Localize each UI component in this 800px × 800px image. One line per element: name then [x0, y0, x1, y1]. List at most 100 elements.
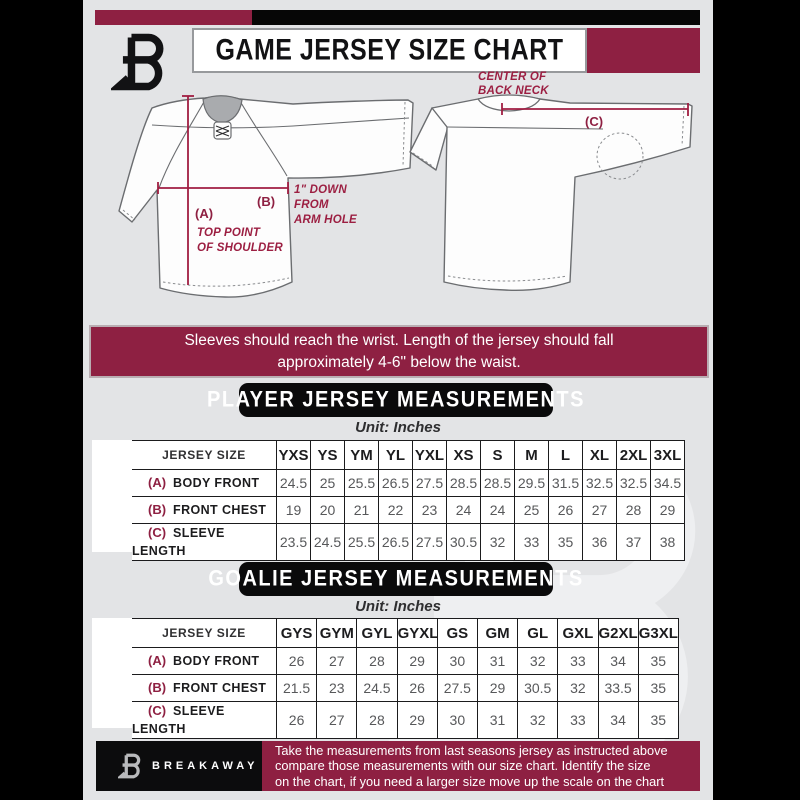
measurement-value-cell: 27 — [582, 496, 617, 524]
measurement-value-cell: 38 — [650, 523, 685, 561]
measurement-name: SLEEVE LENGTH — [132, 704, 225, 736]
measurement-value-cell: 26 — [396, 674, 438, 702]
measurement-value-cell: 25.5 — [344, 469, 379, 497]
measurement-value-cell: 28.5 — [480, 469, 515, 497]
measurement-value-cell: 27.5 — [412, 523, 447, 561]
measurement-value-cell: 21.5 — [275, 674, 318, 702]
measurement-key: (A) — [148, 653, 167, 668]
goalie-measurements-table: JERSEY SIZE GYS GYM GYL GYXL GS GM GL GXL G2XL G3X… — [132, 618, 679, 739]
measurement-value-cell: 34.5 — [650, 469, 685, 497]
title-box: GAME JERSEY SIZE CHART — [192, 28, 587, 73]
footer-instructions-line3: on the chart, if you need a larger size … — [275, 773, 665, 789]
footer-instructions-line1: Take the measurements from last seasons … — [275, 742, 668, 758]
measurement-row: (B) FRONT CHEST 19 20 21 22 23 24 24 25 26 27 28 29 — [132, 496, 685, 524]
page-title: GAME JERSEY SIZE CHART — [215, 33, 564, 67]
measurement-row: (C) SLEEVE LENGTH 26 27 28 29 30 31 32 33 34 35 — [132, 701, 679, 739]
measurement-value-cell: 24 — [446, 496, 481, 524]
measurement-value-cell: 32 — [517, 701, 559, 739]
size-column-header: 3XL — [650, 440, 685, 470]
footer-brand-box: BREAKAWAY — [96, 741, 262, 791]
measure-b-note-line1: 1" DOWN — [294, 184, 347, 196]
size-column-header: YS — [310, 440, 345, 470]
fit-notice-line1: Sleeves should reach the wrist. Length o… — [184, 331, 614, 349]
jersey-diagrams: (B) (A) TOP POINT OF SHOULDER 1" DOWN FR… — [118, 71, 693, 298]
measurement-value-cell: 34 — [597, 701, 639, 739]
footer-instructions-box: Take the measurements from last seasons … — [262, 741, 700, 791]
measurement-row: (A) BODY FRONT 26 27 28 29 30 31 32 33 34 35 — [132, 647, 679, 675]
measurement-value-cell: 24.5 — [310, 523, 345, 561]
measure-c-label: (C) — [585, 114, 603, 129]
measurement-value-cell: 30 — [436, 647, 478, 675]
measurement-value-cell: 29 — [650, 496, 685, 524]
measurement-value-cell: 26 — [548, 496, 583, 524]
measurement-row-label: (C) SLEEVE LENGTH — [132, 701, 277, 739]
measurement-value-cell: 32 — [557, 674, 599, 702]
measurement-row: (B) FRONT CHEST 21.5 23 24.5 26 27.5 29 30.5 32 33… — [132, 674, 679, 702]
measurement-value-cell: 28 — [616, 496, 651, 524]
measurement-value-cell: 31.5 — [548, 469, 583, 497]
measure-a-note-line2: OF SHOULDER — [197, 242, 283, 254]
measurement-name: SLEEVE LENGTH — [132, 526, 225, 558]
measurement-row-label: (A) BODY FRONT — [132, 647, 277, 675]
measurement-value-cell: 19 — [276, 496, 311, 524]
size-column-header: GXL — [557, 618, 599, 648]
back-neck-note-line1: CENTER OF — [478, 71, 547, 83]
measurement-value-cell: 27 — [316, 701, 358, 739]
player-measurements-table: JERSEY SIZE YXS YS YM YL YXL XS S M L XL 2XL 3XL (A) B… — [132, 440, 685, 561]
fit-notice-line2: approximately 4-6" below the waist. — [277, 353, 521, 371]
fit-notice-band: Sleeves should reach the wrist. Length o… — [89, 325, 709, 378]
measurement-row-label: (B) FRONT CHEST — [132, 674, 277, 702]
size-column-header: GM — [476, 618, 519, 648]
measurement-row-label: (C) SLEEVE LENGTH — [132, 523, 277, 561]
measurement-value-cell: 28 — [356, 647, 398, 675]
size-column-header: GYM — [316, 618, 358, 648]
measurement-value-cell: 27 — [316, 647, 358, 675]
title-accent-block — [587, 28, 700, 73]
header-accent-bar-black — [252, 10, 700, 25]
measurement-name: BODY FRONT — [173, 476, 260, 490]
measurement-row: (C) SLEEVE LENGTH 23.5 24.5 25.5 26.5 27.5 30.5… — [132, 523, 685, 561]
measurement-value-cell: 32.5 — [582, 469, 617, 497]
measurement-value-cell: 26.5 — [378, 523, 413, 561]
size-column-header: S — [480, 440, 515, 470]
measurement-value-cell: 32 — [480, 523, 515, 561]
measurement-value-cell: 30.5 — [517, 674, 559, 702]
measurement-value-cell: 29.5 — [514, 469, 549, 497]
measurement-value-cell: 29 — [396, 701, 438, 739]
measurement-value-cell: 32 — [517, 647, 559, 675]
measurement-row-label: (A) BODY FRONT — [132, 469, 277, 497]
measurement-value-cell: 30.5 — [446, 523, 481, 561]
measurement-value-cell: 23.5 — [276, 523, 311, 561]
measurement-value-cell: 27.5 — [436, 674, 478, 702]
measurement-value-cell: 33 — [514, 523, 549, 561]
jersey-size-column-header: JERSEY SIZE — [132, 618, 277, 648]
size-chart-graphic: GAME JERSEY SIZE CHART — [83, 0, 713, 800]
measurement-key: (C) — [148, 525, 167, 540]
size-column-header: GS — [436, 618, 478, 648]
measurement-value-cell: 24 — [480, 496, 515, 524]
measurement-value-cell: 33.5 — [597, 674, 639, 702]
measurement-value-cell: 32.5 — [616, 469, 651, 497]
size-column-header: G2XL — [597, 618, 639, 648]
measurement-value-cell: 25.5 — [344, 523, 379, 561]
measurement-value-cell: 36 — [582, 523, 617, 561]
jersey-size-column-header: JERSEY SIZE — [132, 440, 277, 470]
measurement-value-cell: 25 — [514, 496, 549, 524]
size-column-header: XS — [446, 440, 481, 470]
size-column-header: GL — [517, 618, 559, 648]
header-accent-bar-maroon — [95, 10, 252, 25]
measurement-value-cell: 31 — [476, 647, 519, 675]
measurement-value-cell: 20 — [310, 496, 345, 524]
measurement-value-cell: 23 — [412, 496, 447, 524]
player-unit-label: Unit: Inches — [355, 419, 441, 436]
back-jersey-drawing: (C) CENTER OF BACK NECK — [409, 71, 693, 291]
measurement-value-cell: 23 — [316, 674, 358, 702]
goalie-unit-label: Unit: Inches — [355, 598, 441, 615]
measurement-value-cell: 24.5 — [276, 469, 311, 497]
measurement-name: FRONT CHEST — [173, 503, 267, 517]
size-column-header: YXS — [276, 440, 311, 470]
breakaway-footer-logo-icon — [119, 753, 141, 779]
measurement-value-cell: 35 — [637, 647, 679, 675]
measurement-value-cell: 28.5 — [446, 469, 481, 497]
